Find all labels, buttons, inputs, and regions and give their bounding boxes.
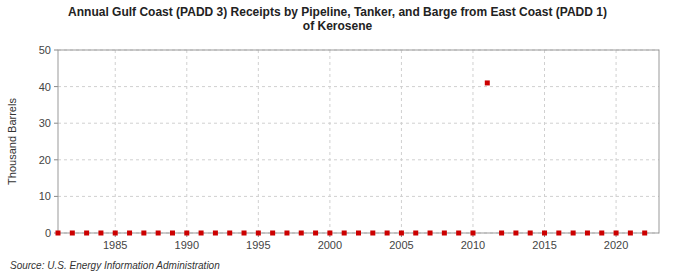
title-line: Annual Gulf Coast (PADD 3) Receipts by P… — [68, 5, 607, 19]
point — [242, 231, 247, 236]
axes: 0 10 20 30 40 50 1985 1990 1995 2000 2005 2010 2015 2… — [39, 44, 629, 251]
point — [156, 231, 161, 236]
grid-line — [616, 50, 617, 233]
point — [84, 231, 89, 236]
point — [614, 231, 619, 236]
point — [70, 231, 75, 236]
point — [428, 231, 433, 236]
point — [385, 231, 390, 236]
tick-label: 10 — [39, 190, 51, 202]
grid-line — [401, 50, 402, 233]
tick-label: 40 — [39, 81, 51, 93]
tick-label: 2020 — [604, 239, 628, 251]
points — [56, 80, 648, 235]
point — [499, 231, 504, 236]
tick-label: 0 — [45, 227, 51, 239]
grid-line — [58, 86, 659, 87]
point — [356, 231, 361, 236]
tick-label: 1985 — [103, 239, 127, 251]
point — [399, 231, 404, 236]
point — [542, 231, 547, 236]
point — [170, 231, 175, 236]
point — [284, 231, 289, 236]
grid — [58, 50, 659, 233]
point — [513, 231, 518, 236]
grid-line — [115, 50, 116, 233]
point — [628, 231, 633, 236]
tick-label: 30 — [39, 117, 51, 129]
title: Annual Gulf Coast (PADD 3) Receipts by P… — [68, 5, 607, 33]
point — [599, 231, 604, 236]
point — [127, 231, 132, 236]
point — [556, 231, 561, 236]
point — [270, 231, 275, 236]
plot-frame — [58, 50, 659, 233]
y-axis-label: Thousand Barrels — [6, 98, 18, 185]
grid-line — [58, 196, 659, 197]
point — [256, 231, 261, 236]
point — [528, 231, 533, 236]
tick-label: 2005 — [389, 239, 413, 251]
tick-label: 50 — [39, 44, 51, 56]
chart: Annual Gulf Coast (PADD 3) Receipts by P… — [0, 0, 675, 275]
tick-label: 1995 — [246, 239, 270, 251]
point — [485, 80, 490, 85]
point — [585, 231, 590, 236]
tick-label: 20 — [39, 154, 51, 166]
tick-label: 2000 — [318, 239, 342, 251]
tick — [54, 196, 58, 197]
title-line: of Kerosene — [303, 19, 373, 33]
point — [571, 231, 576, 236]
tick — [54, 123, 58, 124]
grid-line — [329, 50, 330, 233]
tick — [54, 50, 58, 51]
point — [141, 231, 146, 236]
point — [370, 231, 375, 236]
grid-line — [58, 159, 659, 160]
point — [456, 231, 461, 236]
grid-line — [544, 50, 545, 233]
point — [113, 231, 118, 236]
point — [342, 231, 347, 236]
point — [299, 231, 304, 236]
point — [470, 231, 475, 236]
point — [98, 231, 103, 236]
tick-label: 2015 — [532, 239, 556, 251]
grid-line — [186, 50, 187, 233]
point — [442, 231, 447, 236]
grid-line — [258, 50, 259, 233]
point — [213, 231, 218, 236]
tick — [54, 86, 58, 87]
tick-label: 2010 — [461, 239, 485, 251]
point — [327, 231, 332, 236]
point — [413, 231, 418, 236]
tick-label: 1990 — [175, 239, 199, 251]
grid-line — [472, 50, 473, 233]
tick — [54, 159, 58, 160]
point — [184, 231, 189, 236]
point — [313, 231, 318, 236]
point — [642, 231, 647, 236]
point — [227, 231, 232, 236]
point — [199, 231, 204, 236]
grid-line — [58, 123, 659, 124]
source: Source: U.S. Energy Information Administ… — [10, 260, 220, 271]
point — [56, 231, 61, 236]
